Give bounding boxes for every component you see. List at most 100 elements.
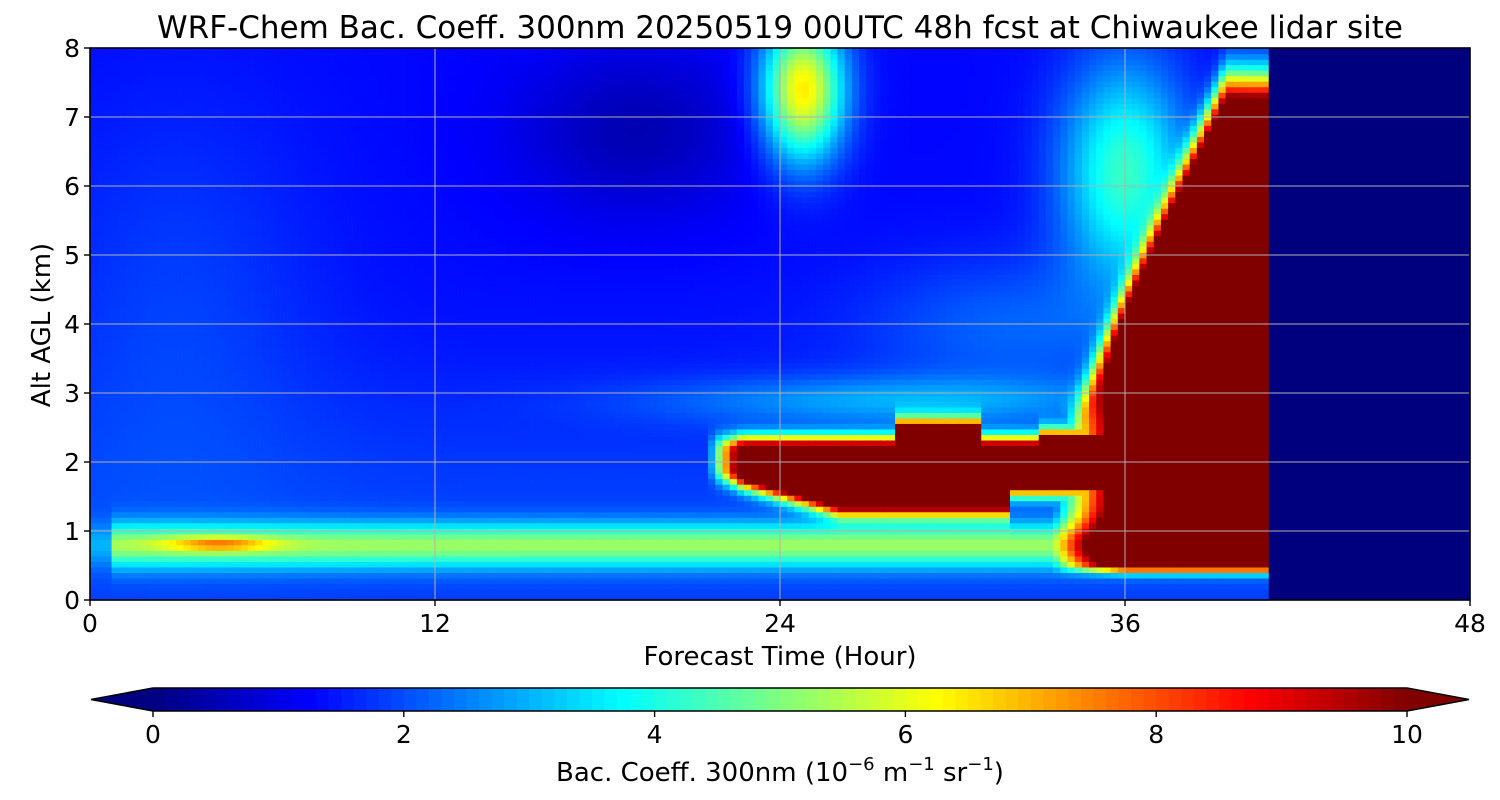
heatmap-cell: [399, 445, 407, 452]
heatmap-cell: [320, 130, 328, 137]
heatmap-cell: [255, 362, 264, 369]
heatmap-cell: [284, 550, 292, 557]
heatmap-cell: [205, 561, 213, 568]
heatmap-cell: [240, 136, 249, 143]
heatmap-cell: [125, 263, 134, 270]
heatmap-cell: [140, 180, 149, 187]
heatmap-cell: [384, 307, 393, 314]
heatmap-cell: [334, 246, 343, 253]
heatmap-cell: [370, 450, 379, 458]
heatmap-cell: [305, 48, 314, 55]
heatmap-cell: [276, 456, 285, 463]
heatmap-cell: [104, 274, 113, 281]
heatmap-cell: [197, 561, 206, 568]
heatmap-cell: [226, 450, 235, 458]
heatmap-cell: [190, 108, 199, 115]
heatmap-cell: [169, 417, 177, 424]
heatmap-cell: [219, 59, 228, 66]
heatmap-cell: [305, 594, 314, 601]
heatmap-cell: [320, 290, 328, 297]
heatmap-cell: [370, 368, 379, 375]
heatmap-cell: [248, 119, 256, 126]
heatmap-cell: [176, 70, 185, 77]
heatmap-cell: [312, 141, 321, 148]
heatmap-cell: [190, 500, 199, 507]
heatmap-cell: [341, 279, 350, 286]
heatmap-cell: [205, 522, 213, 529]
heatmap-cell: [97, 290, 105, 297]
heatmap-cell: [427, 70, 436, 77]
heatmap-cell: [435, 263, 443, 270]
heatmap-cell: [355, 401, 364, 408]
heatmap-cell: [176, 53, 185, 60]
heatmap-cell: [90, 257, 98, 264]
heatmap-cell: [427, 81, 436, 88]
heatmap-cell: [406, 428, 415, 435]
heatmap-cell: [327, 533, 335, 540]
heatmap-cell: [435, 108, 443, 115]
heatmap-cell: [384, 257, 393, 264]
heatmap-cell: [298, 588, 307, 596]
heatmap-cell: [183, 268, 192, 275]
heatmap-cell: [427, 312, 436, 320]
heatmap-cell: [118, 274, 127, 281]
heatmap-cell: [97, 180, 105, 187]
heatmap-cell: [233, 379, 242, 386]
heatmap-cell: [413, 92, 422, 99]
heatmap-cell: [327, 296, 335, 303]
heatmap-cell: [406, 561, 415, 568]
heatmap-cell: [169, 384, 177, 391]
heatmap-cell: [219, 213, 228, 220]
heatmap-cell: [291, 235, 300, 242]
heatmap-cell: [276, 544, 285, 551]
heatmap-cell: [97, 257, 105, 264]
heatmap-cell: [111, 141, 120, 148]
heatmap-cell: [97, 263, 105, 270]
heatmap-cell: [248, 92, 256, 99]
heatmap-cell: [298, 583, 307, 590]
heatmap-cell: [255, 163, 264, 171]
heatmap-cell: [334, 566, 343, 573]
heatmap-cell: [248, 224, 256, 231]
heatmap-cell: [118, 103, 127, 110]
heatmap-cell: [118, 125, 127, 132]
heatmap-cell: [183, 318, 192, 325]
heatmap-cell: [305, 75, 314, 82]
heatmap-cell: [262, 312, 271, 320]
heatmap-cell: [226, 268, 235, 275]
heatmap-cell: [147, 357, 156, 364]
heatmap-cell: [305, 197, 314, 204]
heatmap-cell: [334, 169, 343, 176]
heatmap-cell: [391, 346, 400, 353]
heatmap-cell: [197, 462, 206, 469]
heatmap-cell: [298, 191, 307, 198]
heatmap-cell: [255, 301, 264, 309]
heatmap-cell: [341, 588, 350, 596]
heatmap-cell: [363, 296, 371, 303]
heatmap-cell: [125, 384, 134, 391]
heatmap-cell: [226, 423, 235, 430]
heatmap-cell: [118, 53, 127, 60]
heatmap-cell: [334, 136, 343, 143]
heatmap-cell: [276, 445, 285, 452]
heatmap-cell: [104, 279, 113, 286]
heatmap-cell: [233, 462, 242, 469]
heatmap-cell: [269, 246, 278, 253]
heatmap-cell: [176, 484, 185, 491]
heatmap-cell: [413, 307, 422, 314]
heatmap-cell: [377, 86, 386, 93]
heatmap-cell: [327, 147, 335, 154]
heatmap-cell: [442, 335, 450, 342]
heatmap-cell: [363, 230, 371, 237]
heatmap-cell: [147, 324, 156, 331]
heatmap-cell: [133, 489, 141, 496]
heatmap-cell: [176, 423, 185, 430]
heatmap-cell: [348, 401, 357, 408]
heatmap-cell: [341, 97, 350, 104]
heatmap-cell: [262, 561, 271, 568]
heatmap-cell: [435, 163, 443, 171]
heatmap-cell: [298, 208, 307, 215]
heatmap-cell: [327, 197, 335, 204]
heatmap-cell: [435, 500, 443, 507]
heatmap-cell: [413, 318, 422, 325]
